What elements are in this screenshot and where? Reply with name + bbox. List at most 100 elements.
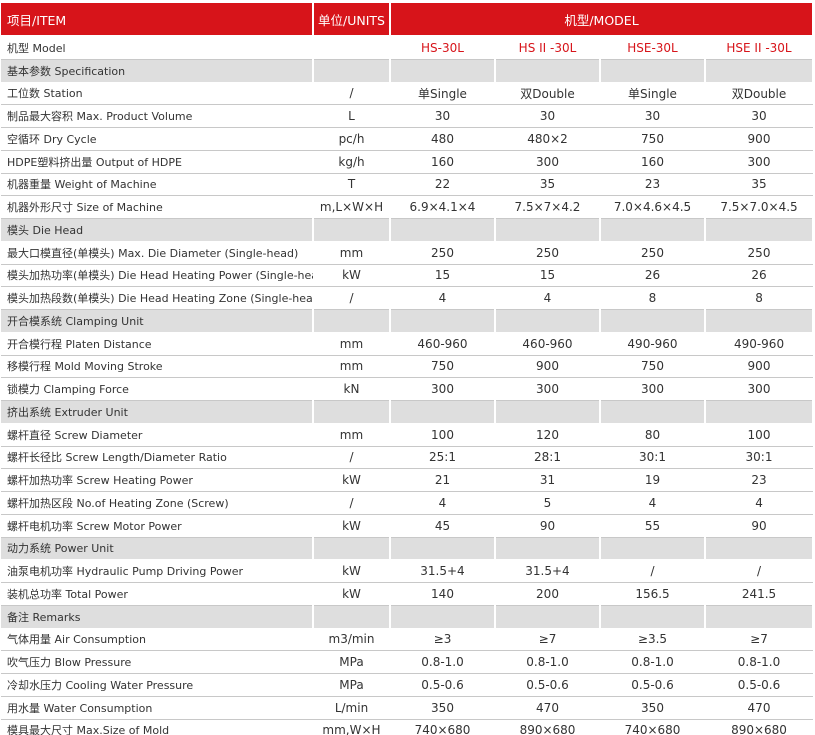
unit-cell: mm (313, 241, 390, 265)
unit-cell: mm (313, 355, 390, 379)
value-cell: 0.5-0.6 (390, 673, 495, 697)
value-cell: 23 (705, 468, 814, 492)
unit-cell: / (313, 446, 390, 470)
data-row: 工位数 Station / 单Single 双Double 单Single 双Double (1, 82, 814, 106)
value-cell: 300 (600, 377, 705, 401)
unit-cell: / (313, 82, 390, 106)
value-cell: 300 (495, 150, 600, 174)
value-cell: 21 (390, 468, 495, 492)
value-cell: 750 (390, 355, 495, 379)
unit-cell: MPa (313, 673, 390, 697)
value-cell: 4 (495, 286, 600, 310)
unit-cell: m,L×W×H (313, 195, 390, 219)
unit-cell: kN (313, 377, 390, 401)
value-cell: 4 (705, 491, 814, 515)
unit-cell (313, 36, 390, 60)
value-cell: 31.5+4 (390, 559, 495, 583)
sec-row: 模头 Die Head (1, 218, 815, 242)
value-cell: ≥7 (495, 628, 600, 652)
value-cell: ≥3.5 (600, 628, 705, 652)
data-row: 模头加热段数(单模头) Die Head Heating Zone (Singl… (1, 286, 814, 310)
value-cell: 0.8-1.0 (495, 650, 600, 674)
value-cell: 750 (600, 355, 705, 379)
value-cell: 140 (390, 582, 495, 606)
value-cell: 25:1 (390, 446, 495, 470)
model-name: HSE-30L (600, 36, 705, 60)
data-row: 模头加热功率(单模头) Die Head Heating Power (Sing… (1, 264, 814, 288)
section-title: 基本参数 Specification (1, 59, 314, 83)
section-cell (390, 59, 496, 83)
value-cell: 300 (705, 377, 814, 401)
header-item: 项目/ITEM (1, 3, 314, 37)
value-cell: 0.8-1.0 (600, 650, 705, 674)
data-row: 螺杆加热区段 No.of Heating Zone (Screw)/4 5 4 4 (1, 491, 814, 515)
model-name: HSE II -30L (705, 36, 814, 60)
value-cell: 8 (705, 286, 814, 310)
spec-table: 项目/ITEM 单位/UNITS 机型/MODEL 机型 Model HS-30L HS … (1, 3, 815, 735)
header-model: 机型/MODEL (390, 3, 815, 37)
row-label: 装机总功率 Total Power (1, 582, 313, 606)
section-cell (390, 400, 496, 424)
row-label: 螺杆直径 Screw Diameter (1, 423, 313, 447)
row-label: 空循环 Dry Cycle (1, 127, 313, 151)
value-cell: 6.9×4.1×4 (390, 195, 495, 219)
value-cell: 480 (390, 127, 495, 151)
value-cell: ≥7 (705, 628, 814, 652)
section-title: 动力系统 Power Unit (1, 537, 314, 561)
data-row: 空循环 Dry Cycle pc/h 480 480×2 750 900 (1, 127, 814, 151)
unit-cell: kW (313, 514, 390, 538)
section-cell (705, 605, 815, 629)
row-label: 模具最大尺寸 Max.Size of Mold (1, 719, 313, 735)
value-cell: 45 (390, 514, 495, 538)
row-label: 螺杆电机功率 Screw Motor Power (1, 514, 313, 538)
unit-cell: kW (313, 582, 390, 606)
section-cell (313, 309, 391, 333)
unit-cell: T (313, 173, 390, 197)
row-label: 气体用量 Air Consumption (1, 628, 313, 652)
section-cell (705, 400, 815, 424)
value-cell: 300 (705, 150, 814, 174)
section-cell (313, 218, 391, 242)
value-cell: 740×680 (390, 719, 495, 735)
sec-row: 挤出系统 Extruder Unit (1, 400, 815, 424)
row-label: 模头加热功率(单模头) Die Head Heating Power (Sing… (1, 264, 313, 288)
head-row: 项目/ITEM 单位/UNITS 机型/MODEL (1, 3, 815, 37)
value-cell: 490-960 (600, 332, 705, 356)
value-cell: 156.5 (600, 582, 705, 606)
value-cell: 单Single (390, 82, 495, 106)
value-cell: 31.5+4 (495, 559, 600, 583)
value-cell: 55 (600, 514, 705, 538)
value-cell: 5 (495, 491, 600, 515)
value-cell: 0.8-1.0 (390, 650, 495, 674)
row-label: 油泵电机功率 Hydraulic Pump Driving Power (1, 559, 313, 583)
model-row: 机型 Model HS-30L HS II -30L HSE-30L HSE II -3… (1, 36, 814, 60)
section-cell (705, 59, 815, 83)
value-cell: 22 (390, 173, 495, 197)
section-title: 备注 Remarks (1, 605, 314, 629)
value-cell: 890×680 (495, 719, 600, 735)
data-row: 冷却水压力 Cooling Water Pressure MPa 0.5-0.6 0.… (1, 673, 814, 697)
value-cell: 100 (390, 423, 495, 447)
unit-cell: kW (313, 264, 390, 288)
section-cell (390, 218, 496, 242)
section-cell (705, 218, 815, 242)
data-row: 移模行程 Mold Moving Stroke mm 750 900 750 900 (1, 355, 814, 379)
value-cell: 250 (495, 241, 600, 265)
value-cell: 0.8-1.0 (705, 650, 814, 674)
section-cell (390, 605, 496, 629)
section-title: 开合模系统 Clamping Unit (1, 309, 314, 333)
data-row: 锁模力 Clamping Force kN 300 300 300 300 (1, 377, 814, 401)
section-cell (705, 309, 815, 333)
value-cell: 0.5-0.6 (705, 673, 814, 697)
unit-cell: MPa (313, 650, 390, 674)
section-cell (390, 537, 496, 561)
section-cell (495, 400, 601, 424)
value-cell: 26 (705, 264, 814, 288)
data-row: 用水量 Water Consumption L/min 350 470 350 470 (1, 696, 814, 720)
section-cell (705, 537, 815, 561)
value-cell: 90 (705, 514, 814, 538)
value-cell: / (705, 559, 814, 583)
unit-cell: m3/min (313, 628, 390, 652)
value-cell: 30 (495, 104, 600, 128)
